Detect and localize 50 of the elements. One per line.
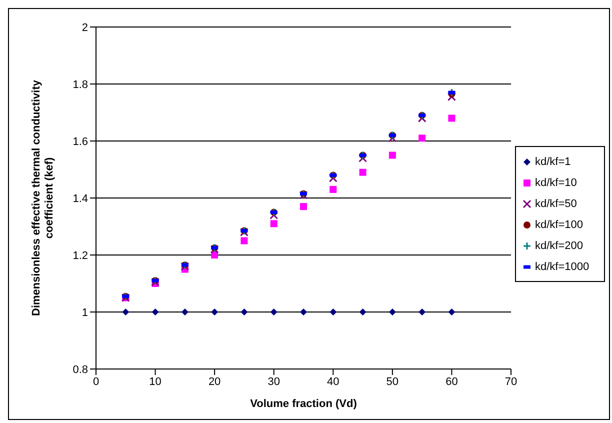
point: [448, 308, 456, 316]
x-tick-label: 20: [208, 376, 221, 388]
point: [388, 134, 397, 142]
x-tick-label: 40: [327, 376, 340, 388]
legend-label: kd/kf=10: [535, 176, 577, 188]
point: [211, 252, 218, 258]
legend-label: kd/kf=200: [535, 240, 584, 252]
legend-label: kd/kf=50: [535, 198, 577, 210]
point: [211, 308, 218, 316]
point: [330, 308, 337, 316]
y-tick-label: 1.6: [72, 136, 88, 148]
point: [330, 186, 337, 193]
point: [152, 308, 159, 316]
point: [181, 308, 188, 316]
y-tick-label: 1.4: [72, 192, 88, 205]
point: [388, 308, 396, 316]
x-tick-label: 30: [268, 376, 280, 388]
y-tick-label: 2: [82, 22, 88, 34]
point: [240, 308, 248, 316]
point: [328, 174, 338, 182]
point: [122, 308, 130, 316]
x-tick-label: 50: [386, 376, 399, 388]
y-axis-title: Dimensionless effective thermal conductivity coefficient (kef): [30, 79, 56, 316]
point: [448, 114, 456, 122]
y-tick-label: 0.8: [72, 364, 88, 376]
point: [270, 220, 278, 228]
point: [359, 168, 366, 176]
point: [418, 114, 426, 122]
legend-label: kd/kf=1: [535, 156, 571, 168]
point: [240, 237, 248, 244]
point: [418, 308, 426, 316]
x-tick-label: 70: [504, 376, 518, 388]
point: [359, 308, 366, 316]
x-tick-label: 0: [92, 376, 100, 388]
legend-label: kd/kf=100: [535, 218, 584, 230]
x-axis-title: Volume fraction (Vd): [250, 398, 358, 410]
y-tick-label: 1: [82, 306, 88, 319]
point: [418, 134, 426, 142]
point: [388, 152, 396, 159]
y-tick-label: 1.8: [72, 78, 88, 91]
legend-label: kd/kf=1000: [535, 260, 590, 272]
point: [300, 308, 307, 316]
point: [300, 203, 307, 210]
x-tick-label: 10: [149, 376, 162, 388]
point: [270, 210, 278, 220]
point: [358, 154, 368, 162]
point: [270, 308, 278, 316]
point: [447, 92, 456, 102]
y-tick-label: 1.2: [72, 250, 88, 262]
x-tick-label: 60: [446, 376, 458, 388]
